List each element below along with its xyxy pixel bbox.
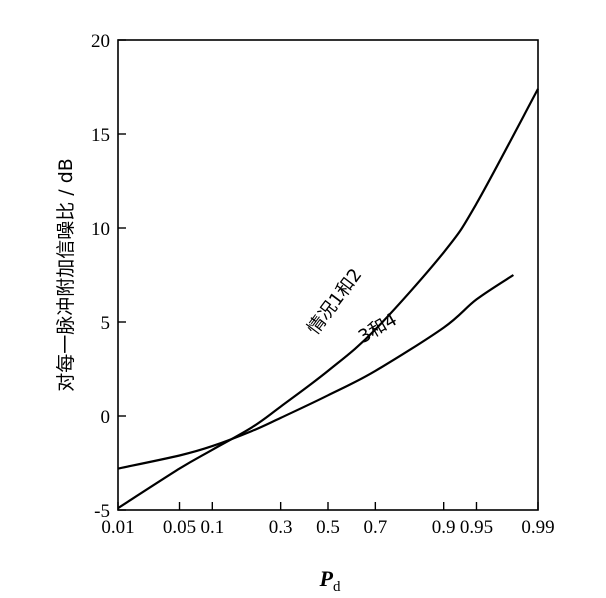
- y-tick-label: 20: [91, 31, 110, 52]
- curve-group: [117, 88, 539, 510]
- series-line-2: [117, 274, 515, 470]
- y-tick-label: 15: [91, 125, 110, 146]
- x-axis-label-sub: d: [333, 579, 341, 595]
- tick-group: 0.01 0.05 0.1 0.3 0.5 0.7 0.9 0.95 0.99 -5 0 5 10 15 2…: [91, 31, 555, 538]
- x-tick-label: 0.1: [200, 517, 224, 538]
- x-tick-label: 0.7: [363, 517, 387, 538]
- y-tick-label: -5: [94, 501, 110, 522]
- x-tick-label: 0.3: [269, 517, 293, 538]
- x-tick-label: 0.01: [101, 517, 134, 538]
- y-tick-label: 0: [101, 407, 111, 428]
- x-tick-label: 0.99: [521, 517, 554, 538]
- x-tick-label: 0.5: [316, 517, 340, 538]
- series-line-1: [117, 88, 539, 510]
- x-axis-label: Pd: [319, 566, 341, 595]
- plot-frame: [117, 39, 539, 511]
- y-tick-label: 5: [101, 313, 111, 334]
- series-annotation-2: 3和4: [355, 309, 401, 348]
- x-tick-label: 0.9: [432, 517, 456, 538]
- y-axis-label: 对每一脉冲附加信噪比 / dB: [55, 158, 77, 392]
- x-tick-label: 0.05: [163, 517, 196, 538]
- x-tick-label: 0.95: [460, 517, 493, 538]
- x-axis-label-main: P: [319, 566, 334, 591]
- y-tick-label: 10: [91, 219, 110, 240]
